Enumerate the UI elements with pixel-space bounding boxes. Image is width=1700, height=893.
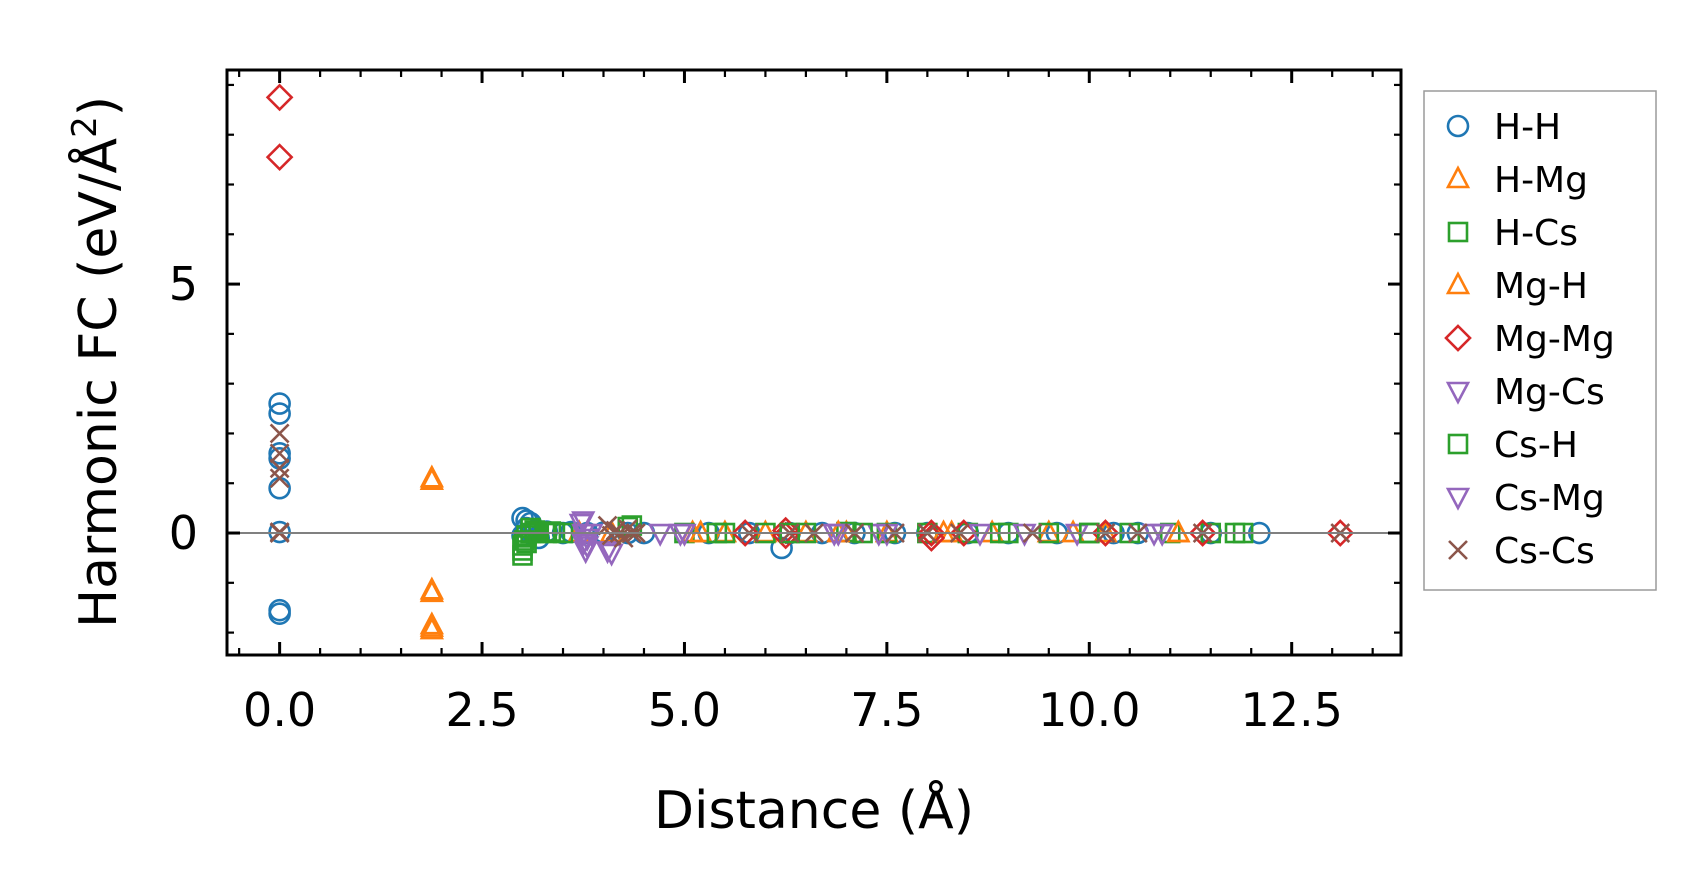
legend-label: Mg-Mg: [1494, 319, 1615, 360]
data-point-h-h: [268, 602, 291, 625]
x-tick-label: 2.5: [445, 683, 518, 737]
legend-label: H-Cs: [1494, 213, 1578, 254]
data-point-cs-mg: [579, 523, 604, 547]
data-point-cs-cs: [269, 423, 290, 444]
legend-marker-cs-h: [1447, 433, 1469, 455]
data-point-mg-mg: [265, 83, 294, 112]
data-point-mg-mg: [1326, 519, 1355, 547]
legend-item: H-Cs: [1447, 213, 1578, 254]
data-point-cs-h: [512, 540, 533, 561]
y-axis-label-main: Harmonic FC (eV/Å: [67, 137, 129, 628]
data-point-mg-h: [419, 466, 444, 491]
y-tick-label: 0: [169, 506, 198, 560]
legend-item: H-H: [1446, 107, 1561, 148]
legend-marker-mg-mg: [1444, 324, 1472, 352]
legend-item: Cs-H: [1447, 425, 1578, 466]
series-mg-h: [419, 466, 1191, 637]
x-tick-label: 0.0: [243, 683, 316, 737]
legend-item: H-Mg: [1445, 160, 1588, 201]
legend-marker-mg-h: [1445, 271, 1471, 295]
series-mg-mg: [265, 83, 1355, 552]
data-point-h-h: [268, 392, 291, 415]
data-point-mg-h: [1060, 519, 1086, 543]
legend-label: H-Mg: [1494, 160, 1588, 201]
data-point-cs-mg: [672, 523, 697, 547]
legend-item: Cs-Mg: [1445, 478, 1605, 519]
legend-item: Cs-Cs: [1448, 531, 1595, 572]
x-tick-label: 7.5: [850, 683, 923, 737]
legend-items: H-H H-Mg H-Cs Mg-H Mg-Mg Mg-Cs Cs-H Cs-Mg Cs-Cs: [1444, 107, 1615, 572]
x-tick-label: 10.0: [1038, 683, 1140, 737]
legend-label: Cs-Mg: [1494, 478, 1605, 519]
legend-label: Cs-Cs: [1494, 531, 1595, 572]
data-point-mg-cs: [1064, 523, 1090, 547]
legend-item: Mg-H: [1445, 266, 1588, 307]
data-point-mg-cs: [648, 523, 673, 547]
legend-label: Cs-H: [1494, 425, 1578, 466]
data-point-mg-h: [419, 613, 444, 637]
data-point-mg-h: [1166, 519, 1191, 543]
data-point-mg-cs: [595, 541, 620, 565]
y-axis-label-sup: 2: [65, 116, 105, 138]
legend-label: Mg-Cs: [1494, 372, 1605, 413]
data-point-mg-mg: [1188, 519, 1217, 547]
series-mg-cs: [571, 511, 1167, 565]
legend-marker-h-cs: [1447, 221, 1469, 243]
data-point-mg-mg: [771, 521, 800, 550]
data-point-cs-h: [540, 521, 562, 542]
x-tick-label: 5.0: [648, 683, 721, 737]
legend-label: H-H: [1494, 107, 1561, 148]
data-point-h-h: [268, 402, 291, 425]
series-h-h: [268, 392, 1271, 625]
legend-item: Mg-Mg: [1444, 319, 1615, 360]
x-axis-label: Distance (Å): [654, 779, 974, 841]
legend-marker-cs-cs: [1448, 540, 1468, 560]
data-point-cs-mg: [599, 543, 624, 567]
data-markers: [265, 83, 1355, 640]
legend-item: Mg-Cs: [1445, 372, 1605, 413]
plot-frame: [225, 68, 1403, 657]
y-axis-label-tail: ): [69, 96, 129, 116]
data-point-mg-h: [419, 578, 444, 603]
legend-marker-h-h: [1446, 114, 1470, 138]
legend-marker-h-mg: [1445, 165, 1471, 189]
data-point-cs-cs: [269, 443, 290, 464]
data-point-h-h: [268, 447, 291, 470]
data-point-mg-h: [688, 519, 713, 543]
data-point-cs-mg: [826, 523, 851, 547]
legend-marker-cs-mg: [1445, 487, 1471, 511]
data-point-h-mg: [1093, 519, 1118, 543]
legend: H-H H-Mg H-Cs Mg-H Mg-Mg Mg-Cs Cs-H Cs-Mg Cs-Cs: [1423, 90, 1657, 591]
tick-labels: 0.0 2.5 5.0 7.5 10.0 12.5 0 5: [169, 257, 1343, 737]
data-point-h-h: [268, 476, 291, 500]
data-point-cs-mg: [1149, 523, 1175, 547]
legend-label: Mg-H: [1494, 266, 1588, 307]
data-point-mg-mg: [265, 143, 294, 171]
y-axis-label: Harmonic FC (eV/Å2): [65, 96, 129, 628]
legend-marker-mg-cs: [1445, 381, 1471, 405]
axis-ticks: [227, 70, 1401, 655]
x-tick-label: 12.5: [1240, 683, 1342, 737]
data-point-cs-cs: [269, 468, 290, 489]
y-tick-label: 5: [169, 257, 198, 311]
data-point-mg-cs: [967, 523, 993, 547]
data-point-cs-cs: [269, 458, 290, 479]
data-point-mg-h: [826, 519, 851, 543]
